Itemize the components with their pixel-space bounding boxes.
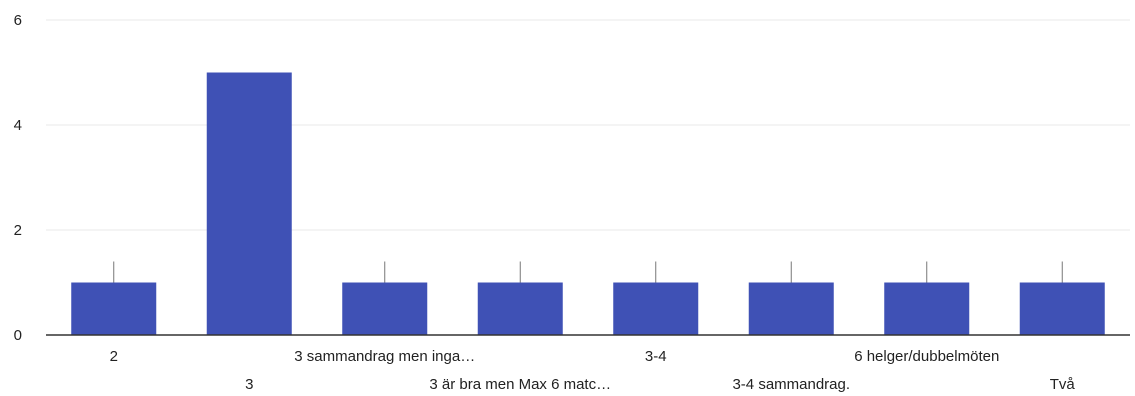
- y-tick-label: 0: [14, 327, 22, 344]
- bars: [71, 72, 1105, 335]
- x-category-label: 3-4 sammandrag.: [732, 376, 850, 393]
- x-category-label: 2: [110, 348, 118, 365]
- bar: [884, 282, 970, 335]
- x-axis-labels: 2 3 3 sammandrag men inga… 3 är bra men Max…: [110, 348, 1076, 393]
- y-tick-label: 6: [14, 12, 22, 29]
- x-category-label: 3: [245, 376, 253, 393]
- x-category-label: 6 helger/dubbelmöten: [854, 348, 999, 365]
- bar: [206, 72, 292, 335]
- bar: [748, 282, 834, 335]
- bar: [613, 282, 699, 335]
- bar: [71, 282, 157, 335]
- x-category-label: 3-4: [645, 348, 667, 365]
- bar: [477, 282, 563, 335]
- y-axis-ticks: 0 2 4 6: [14, 12, 22, 344]
- x-category-label: 3 är bra men Max 6 matc…: [429, 376, 611, 393]
- y-tick-label: 2: [14, 222, 22, 239]
- x-category-label: 3 sammandrag men inga…: [294, 348, 475, 365]
- bar: [1019, 282, 1105, 335]
- x-category-label: Två: [1050, 376, 1076, 393]
- bar: [342, 282, 428, 335]
- y-tick-label: 4: [14, 117, 22, 134]
